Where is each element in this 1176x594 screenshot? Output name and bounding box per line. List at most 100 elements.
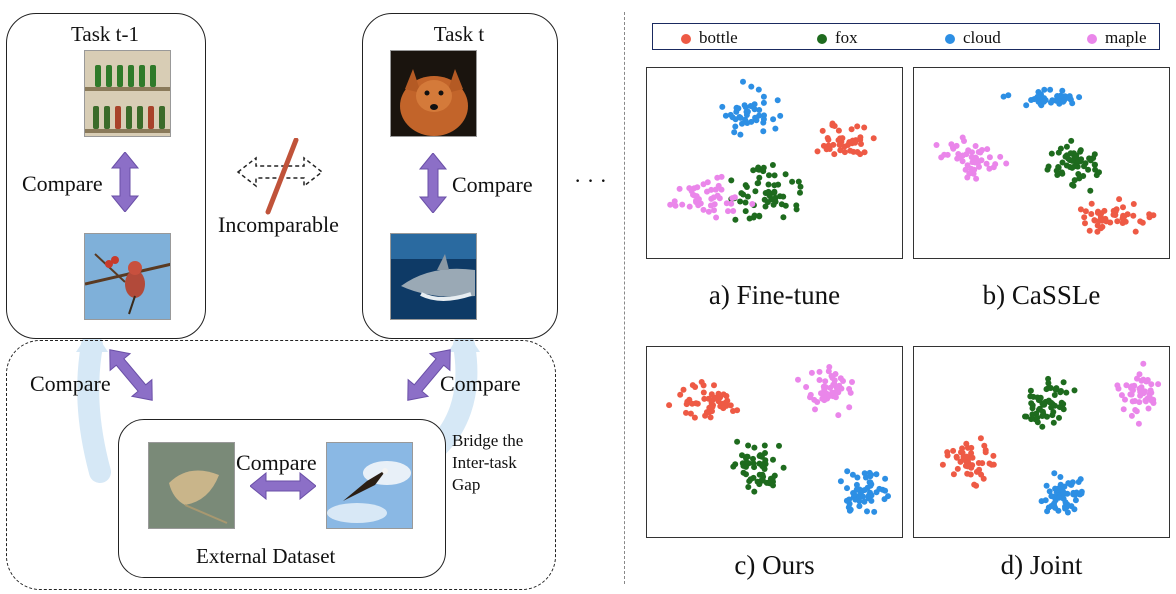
- scatter-point-cloud: [747, 103, 754, 109]
- external-dataset-title: External Dataset: [196, 544, 336, 568]
- scatter-point-cloud: [854, 474, 861, 481]
- scatter-point-fox: [1056, 414, 1062, 421]
- scatter-point-cloud: [1050, 493, 1057, 500]
- scatter-point-maple: [835, 412, 842, 419]
- scatter-point-cloud: [881, 496, 888, 503]
- scatter-point-fox: [1034, 419, 1041, 426]
- scatter-point-maple: [749, 201, 756, 207]
- scatter-point-cloud: [1063, 504, 1070, 510]
- scatter-point-maple: [712, 186, 719, 193]
- external-compare-left-label: Compare: [30, 371, 111, 396]
- scatter-point-bottle: [1112, 212, 1119, 218]
- scatter-point-fox: [761, 196, 768, 203]
- scatter-point-maple: [959, 158, 966, 165]
- scatter-point-fox: [756, 212, 763, 219]
- scatter-point-maple: [837, 375, 844, 382]
- scatter-point-maple: [978, 147, 985, 154]
- scatter-point-cloud: [760, 128, 767, 135]
- scatter-point-fox: [1037, 394, 1044, 401]
- legend-item-maple: maple: [1087, 28, 1147, 48]
- scatter-point-maple: [1003, 160, 1010, 167]
- scatter-point-maple: [1137, 388, 1144, 395]
- scatter-point-bottle: [870, 135, 877, 142]
- scatter-point-bottle: [720, 405, 727, 412]
- scatter-point-maple: [1144, 377, 1151, 383]
- scatter-point-cloud: [860, 493, 866, 500]
- scatter-point-maple: [704, 179, 711, 186]
- scatter-point-bottle: [971, 481, 978, 488]
- scatter-point-fox: [750, 460, 757, 467]
- scatter-point-bottle: [1120, 213, 1127, 220]
- scatter-panel-fine-tune: [646, 67, 903, 259]
- scatter-point-cloud: [1059, 87, 1066, 94]
- scatter-point-bottle: [819, 127, 826, 134]
- scatter-point-cloud: [882, 487, 889, 494]
- scatter-point-cloud: [1076, 94, 1083, 101]
- legend-dot-maple: [1087, 34, 1097, 45]
- scatter-point-maple: [986, 154, 993, 161]
- scatter-point-fox: [1060, 379, 1067, 386]
- task-prev-compare-label: Compare: [22, 171, 103, 196]
- scatter-point-maple: [730, 208, 737, 214]
- scatter-point-fox: [780, 464, 787, 471]
- scatter-point-maple: [830, 381, 837, 388]
- legend-label-bottle: bottle: [699, 28, 738, 47]
- incomparable-label: Incomparable: [218, 212, 339, 237]
- scatter-point-maple: [1120, 406, 1127, 413]
- scatter-point-fox: [732, 216, 739, 223]
- scatter-point-cloud: [1047, 86, 1054, 93]
- scatter-point-fox: [1060, 406, 1067, 413]
- scatter-point-bottle: [693, 400, 699, 407]
- inner-compare-arrow: [250, 472, 316, 500]
- scatter-point-fox: [756, 174, 763, 181]
- scatter-point-bottle: [831, 151, 838, 158]
- scatter-point-cloud: [868, 497, 875, 504]
- scatter-point-fox: [775, 181, 782, 188]
- scatter-point-cloud: [737, 131, 744, 138]
- legend-dot-fox: [817, 34, 827, 45]
- task-curr-compare-label: Compare: [452, 172, 533, 197]
- scatter-point-bottle: [968, 450, 975, 457]
- scatter-point-fox: [751, 444, 758, 451]
- scatter-point-cloud: [873, 471, 880, 478]
- scatter-point-fox: [795, 178, 802, 185]
- scatter-point-bottle: [711, 382, 717, 389]
- scatter-point-bottle: [854, 123, 861, 130]
- scatter-point-cloud: [1057, 474, 1064, 480]
- scatter-point-maple: [795, 376, 801, 383]
- scatter-point-bottle: [1094, 209, 1101, 216]
- scatter-point-maple: [1138, 384, 1145, 391]
- scatter-point-fox: [1034, 414, 1041, 421]
- scatter-point-cloud: [1054, 93, 1061, 99]
- scatter-point-maple: [832, 394, 839, 401]
- scatter-point-maple: [1145, 405, 1152, 412]
- scatter-point-bottle: [981, 442, 988, 449]
- scatter-point-fox: [766, 480, 773, 487]
- scatter-point-cloud: [733, 105, 740, 111]
- bridge-note: Bridge the Inter-task Gap: [452, 430, 523, 496]
- scatter-point-cloud: [861, 498, 868, 505]
- legend-label-maple: maple: [1105, 28, 1147, 47]
- bridge-note-line-2: Inter-task: [452, 453, 517, 472]
- scatter-point-cloud: [856, 503, 863, 510]
- scatter-point-maple: [807, 394, 813, 401]
- scatter-point-maple: [700, 206, 707, 213]
- scatter-point-cloud: [1005, 92, 1012, 99]
- scatter-point-fox: [1063, 143, 1070, 150]
- scatter-point-maple: [1148, 381, 1155, 388]
- scatter-point-maple: [969, 149, 975, 156]
- scatter-point-bottle: [825, 136, 832, 143]
- scatter-point-fox: [1081, 163, 1087, 170]
- bridge-note-line-1: Bridge the: [452, 431, 524, 450]
- scatter-point-cloud: [1064, 509, 1071, 516]
- scatter-point-bottle: [1146, 214, 1153, 221]
- scatter-point-fox: [767, 475, 774, 482]
- scatter-point-bottle: [723, 393, 730, 399]
- scatter-point-cloud: [852, 496, 859, 503]
- scatter-point-bottle: [977, 435, 984, 442]
- scatter-point-bottle: [705, 409, 712, 416]
- scatter-point-maple: [822, 384, 829, 390]
- scatter-point-cloud: [1051, 470, 1058, 477]
- scatter-point-bottle: [1114, 218, 1121, 225]
- scatter-point-maple: [821, 397, 828, 404]
